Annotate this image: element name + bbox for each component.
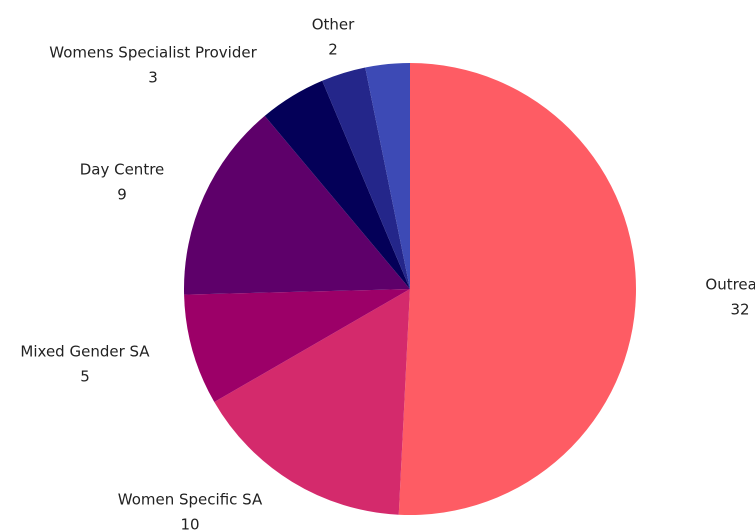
slice-value: 9: [117, 186, 127, 204]
pie-slice: [184, 289, 410, 402]
pie-slice: [214, 289, 410, 515]
slice-label: Other: [312, 16, 355, 34]
slice-value: 2: [328, 41, 338, 59]
slice-value: 3: [148, 69, 158, 87]
pie-slice: [365, 63, 410, 289]
slice-label: Day Centre: [80, 161, 165, 179]
slice-value: 32: [730, 301, 749, 319]
pie-slice: [264, 80, 410, 290]
pie-slice: [184, 115, 410, 295]
slice-value: 10: [180, 516, 199, 532]
slice-label: Womens Specialist Provider: [49, 44, 257, 62]
slice-label: Women Specific SA: [118, 491, 263, 509]
slice-label: Outreach: [705, 276, 755, 294]
slice-label: Mixed Gender SA: [20, 343, 150, 361]
pie-slice: [322, 67, 410, 289]
pie-slice: [398, 63, 636, 515]
slice-value: 5: [80, 368, 90, 386]
